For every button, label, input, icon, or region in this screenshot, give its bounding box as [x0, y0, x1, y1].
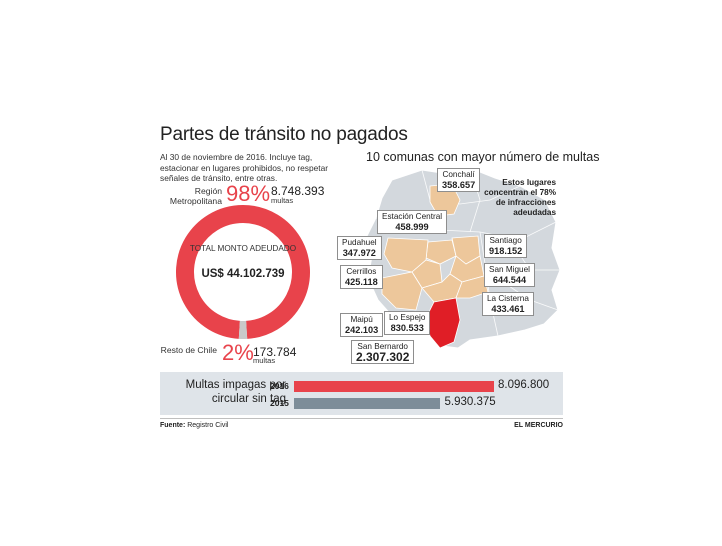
page-title: Partes de tránsito no pagados: [160, 124, 408, 145]
bar-year-label: 2015: [270, 398, 289, 408]
commune-la-cisterna: [455, 275, 489, 299]
map-title: 10 comunas con mayor número de multas: [366, 150, 600, 164]
donut-chart: [176, 205, 310, 339]
rest-count: 173.784: [253, 345, 297, 359]
bar-value-label: 8.096.800: [498, 379, 550, 391]
label-san-miguel: San Miguel 644.544: [484, 263, 535, 287]
label-conchali: Conchalí 358.657: [437, 168, 481, 192]
bars-chart: 2016 8.096.800 2015 5.930.375: [270, 379, 560, 412]
label-pudahuel: Pudahuel 347.972: [337, 236, 382, 260]
bar-value-label: 5.930.375: [444, 396, 496, 408]
rest-unit: multas: [253, 356, 276, 365]
intro-text: Al 30 de noviembre de 2016. Incluye tag,…: [160, 152, 329, 183]
label-la-cisterna: La Cisterna 433.461: [482, 292, 534, 316]
footer-source: Fuente: Registro Civil: [160, 422, 229, 429]
bar-year-label: 2016: [270, 381, 289, 391]
footer-rule: [160, 418, 563, 419]
region-count: 8.748.393: [271, 184, 325, 198]
donut-center-value: US$ 44.102.739: [201, 268, 285, 280]
donut-center-label: TOTAL MONTO ADEUDADO: [189, 244, 297, 253]
rest-label: Resto de Chile: [160, 345, 217, 355]
label-cerrillos: Cerrillos 425.118: [340, 265, 383, 289]
slice-region-metropolitana: [176, 205, 310, 339]
bar-2015: [294, 398, 441, 409]
bar-2016: [294, 381, 494, 392]
label-maipu: Maipú 242.103: [340, 313, 384, 337]
label-lo-espejo: Lo Espejo 830.533: [384, 311, 431, 335]
bar-row-2016: 2016 8.096.800: [270, 379, 560, 393]
region-unit: multas: [271, 196, 294, 205]
bar-row-2015: 2015 5.930.375: [270, 396, 560, 410]
rest-pct: 2%: [222, 340, 254, 365]
bars-title: Multas impagas por circular sin tag: [185, 379, 286, 405]
footer-brand: EL MERCURIO: [514, 422, 563, 429]
region-label: Región Metropolitana: [169, 186, 222, 206]
region-pct: 98%: [226, 181, 271, 206]
map-note: Estos lugares concentran el 78% de infra…: [484, 178, 556, 217]
label-san-bernardo: San Bernardo 2.307.302: [351, 340, 415, 364]
label-estacion-central: Estación Central 458.999: [377, 210, 448, 234]
label-santiago: Santiago 918.152: [484, 234, 528, 258]
commune-maipu: [381, 271, 423, 311]
